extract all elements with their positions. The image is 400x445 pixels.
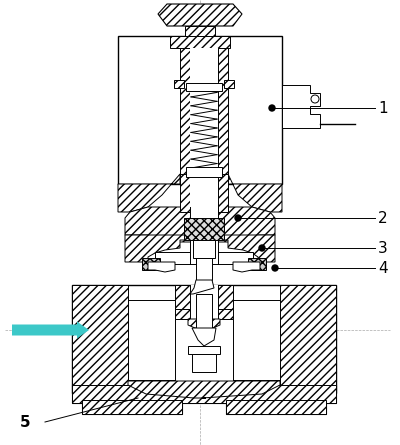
Bar xyxy=(196,258,212,280)
Bar xyxy=(170,36,230,48)
Bar xyxy=(82,400,182,414)
Text: 4: 4 xyxy=(378,260,388,275)
Bar xyxy=(174,80,184,88)
Bar xyxy=(190,48,218,183)
Bar xyxy=(192,354,216,372)
Polygon shape xyxy=(192,328,216,346)
Bar xyxy=(186,167,222,177)
Polygon shape xyxy=(233,262,260,272)
Bar xyxy=(180,174,190,212)
Polygon shape xyxy=(228,174,282,212)
Bar xyxy=(128,300,188,380)
Bar xyxy=(196,294,212,328)
Circle shape xyxy=(269,105,275,111)
Circle shape xyxy=(272,265,278,271)
Text: 1: 1 xyxy=(378,101,388,116)
Circle shape xyxy=(311,95,319,103)
Bar xyxy=(180,48,190,183)
Bar xyxy=(226,400,326,414)
Polygon shape xyxy=(125,207,275,242)
Circle shape xyxy=(235,215,241,221)
Bar xyxy=(224,80,234,88)
Bar xyxy=(82,400,182,414)
Polygon shape xyxy=(158,4,242,26)
Bar xyxy=(155,252,253,264)
Bar xyxy=(190,309,218,319)
Bar xyxy=(218,48,228,183)
Text: 2: 2 xyxy=(378,210,388,226)
Bar xyxy=(280,285,336,393)
Bar xyxy=(72,385,336,403)
Polygon shape xyxy=(188,319,220,328)
Polygon shape xyxy=(125,235,275,262)
Bar xyxy=(190,174,218,212)
Bar xyxy=(226,400,326,414)
Polygon shape xyxy=(128,381,280,398)
Bar xyxy=(218,174,228,212)
Bar xyxy=(72,285,336,393)
Bar xyxy=(184,218,224,240)
Bar xyxy=(193,240,215,258)
Bar xyxy=(142,258,160,270)
Polygon shape xyxy=(282,85,320,128)
Bar xyxy=(190,207,218,242)
Bar xyxy=(190,285,218,309)
Text: 5: 5 xyxy=(20,414,31,429)
Polygon shape xyxy=(118,174,180,212)
Bar xyxy=(190,240,218,264)
Circle shape xyxy=(259,245,265,251)
Bar xyxy=(175,309,233,319)
Bar xyxy=(186,83,222,91)
Bar xyxy=(72,285,128,393)
FancyArrow shape xyxy=(12,321,89,339)
Bar xyxy=(185,26,215,36)
Bar xyxy=(175,285,233,309)
Bar xyxy=(72,385,336,403)
Bar xyxy=(248,258,266,270)
Bar xyxy=(188,346,220,354)
Bar xyxy=(118,36,282,184)
Bar xyxy=(220,300,280,380)
Text: 3: 3 xyxy=(378,240,388,255)
Polygon shape xyxy=(190,280,214,294)
Polygon shape xyxy=(148,262,175,272)
Bar xyxy=(175,319,233,381)
